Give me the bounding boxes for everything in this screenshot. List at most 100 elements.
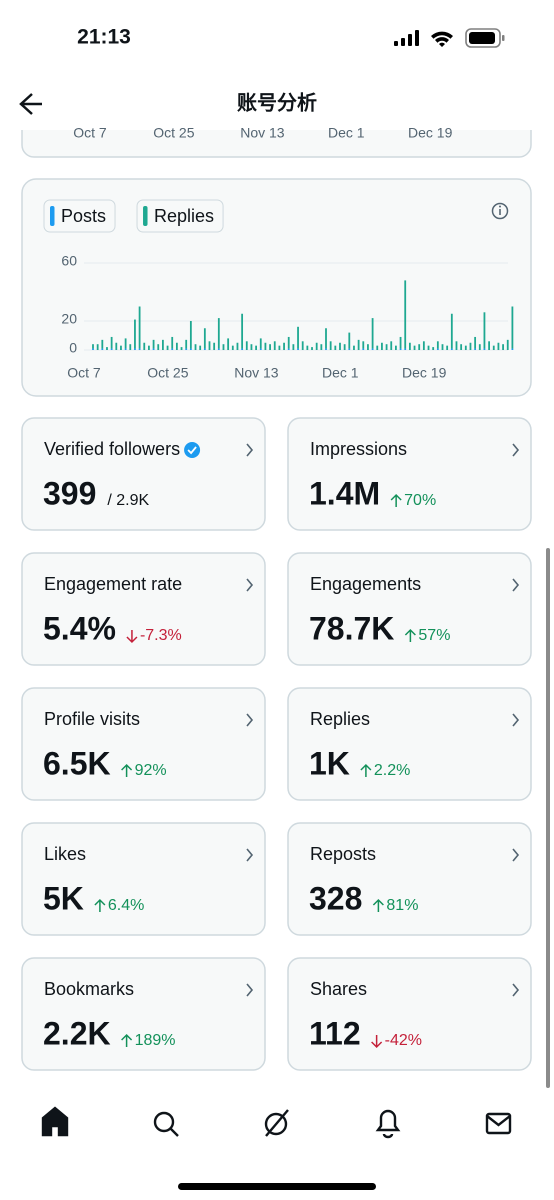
metric-label: Shares xyxy=(310,979,367,999)
metric-change: 92% xyxy=(135,762,167,779)
bar xyxy=(273,341,276,350)
y-tick-label: 0 xyxy=(69,340,77,356)
bar xyxy=(511,348,514,350)
metric-card[interactable] xyxy=(21,552,266,666)
bar xyxy=(222,344,225,350)
metric-card[interactable] xyxy=(287,417,532,531)
chevron xyxy=(512,713,520,727)
bar xyxy=(213,342,216,350)
metric-card[interactable] xyxy=(21,822,266,936)
verified-check xyxy=(187,446,197,455)
metric-card[interactable] xyxy=(287,687,532,801)
metric-card[interactable] xyxy=(21,687,266,801)
bar xyxy=(306,345,309,350)
legend-item[interactable] xyxy=(43,199,116,233)
nav-notifications[interactable] xyxy=(375,1109,401,1139)
bar xyxy=(124,338,127,349)
back-button[interactable] xyxy=(19,93,42,115)
nav-grok[interactable] xyxy=(264,1109,289,1137)
bar xyxy=(134,348,136,350)
metric-change: 81% xyxy=(386,897,418,914)
nav-home[interactable] xyxy=(41,1106,69,1137)
bar xyxy=(208,341,211,350)
bar xyxy=(376,345,379,350)
x-tick-label: Nov 13 xyxy=(234,365,279,381)
metric-label: Impressions xyxy=(310,439,407,459)
metric-label: Engagement rate xyxy=(44,574,182,594)
bar xyxy=(185,348,188,350)
bar xyxy=(474,336,477,349)
bar xyxy=(446,345,449,350)
metric-card[interactable] xyxy=(287,957,532,1071)
chevron xyxy=(512,983,520,997)
trend-arrow xyxy=(372,898,384,912)
bar xyxy=(502,344,504,350)
bar xyxy=(250,344,253,350)
nav-search[interactable] xyxy=(153,1111,179,1137)
bar xyxy=(194,344,197,350)
nav-messages[interactable] xyxy=(485,1112,512,1135)
bar xyxy=(381,342,383,350)
bar xyxy=(96,344,99,350)
bar xyxy=(408,342,411,350)
metric-card[interactable] xyxy=(287,552,532,666)
x-tick-label: Oct 25 xyxy=(147,365,188,381)
trend-arrow xyxy=(126,630,138,644)
bar xyxy=(474,348,477,350)
metric-card[interactable] xyxy=(287,822,532,936)
y-tick-label: 20 xyxy=(61,311,77,327)
bar xyxy=(287,336,290,349)
bar xyxy=(217,348,220,350)
bar xyxy=(353,345,355,350)
bar xyxy=(236,342,239,350)
bar xyxy=(287,348,290,350)
bar xyxy=(124,348,127,350)
chevron xyxy=(512,443,520,457)
metric-value: 1K xyxy=(309,745,350,781)
metric-value: 5.4% xyxy=(43,610,116,646)
trend-arrow xyxy=(94,898,106,912)
scrollbar xyxy=(546,548,550,1088)
bar xyxy=(367,344,369,350)
chevron xyxy=(512,578,520,592)
legend-item[interactable] xyxy=(136,199,224,233)
bar xyxy=(241,348,244,350)
bar xyxy=(157,344,160,350)
bar xyxy=(115,342,118,350)
status-time: 21:13 xyxy=(77,26,131,49)
metric-card[interactable] xyxy=(21,417,266,531)
info-icon[interactable] xyxy=(491,202,509,220)
metric-change: -7.3% xyxy=(140,627,182,644)
metric-value: 328 xyxy=(309,880,362,916)
prev-x-label: Dec 19 xyxy=(408,125,453,141)
bar xyxy=(292,344,295,350)
bar xyxy=(134,319,136,349)
bar xyxy=(348,332,351,349)
metric-change: 189% xyxy=(135,1032,176,1049)
bar xyxy=(329,341,332,350)
bar xyxy=(101,339,104,349)
chart-card xyxy=(21,178,532,397)
metric-change: 2.2% xyxy=(374,762,410,779)
bar xyxy=(148,345,150,350)
trend-arrow xyxy=(390,493,402,507)
bar xyxy=(483,312,486,349)
bar xyxy=(166,345,169,350)
trend-arrow xyxy=(371,1035,383,1049)
bar xyxy=(436,341,439,349)
metric-change: 70% xyxy=(404,492,436,509)
trend-arrow xyxy=(121,763,133,777)
bar xyxy=(101,348,104,350)
chevron xyxy=(246,443,254,457)
metric-label: Engagements xyxy=(310,574,421,594)
metric-total: / 2.9K xyxy=(107,492,149,509)
legend-label: Replies xyxy=(154,206,214,226)
bar xyxy=(171,348,174,350)
metric-label: Replies xyxy=(310,709,370,729)
bar xyxy=(138,348,141,350)
bar xyxy=(362,348,365,350)
bar xyxy=(110,336,113,349)
metric-card[interactable] xyxy=(21,957,266,1071)
chevron xyxy=(512,848,520,862)
bar xyxy=(418,344,421,350)
